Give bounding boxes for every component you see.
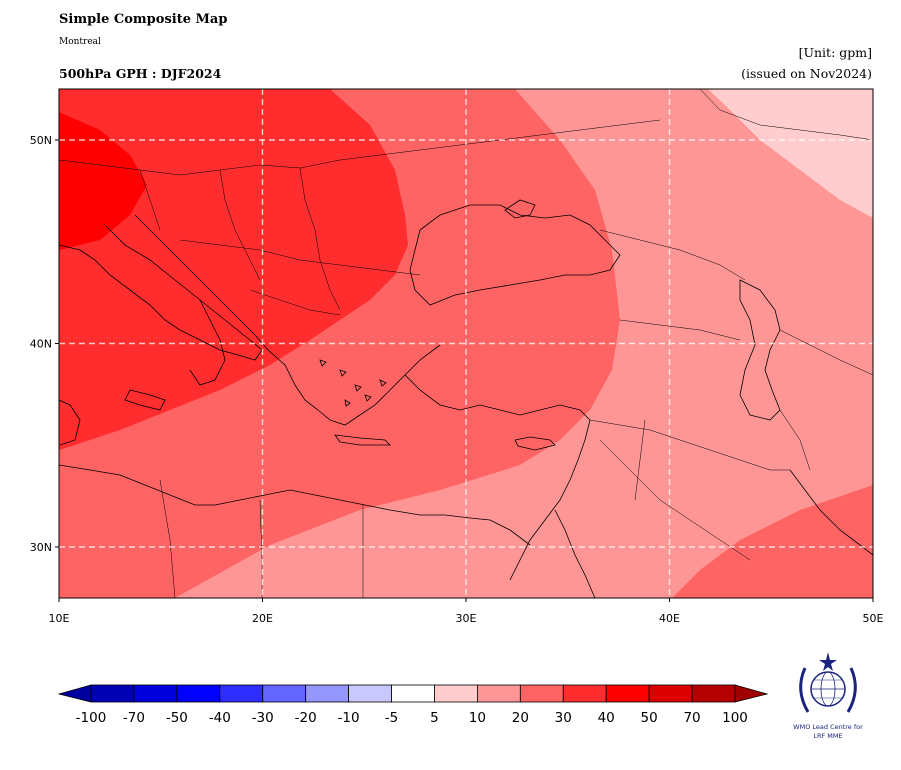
map-title: Simple Composite Map [59,12,228,27]
turkey-south [404,374,591,421]
colorbar-tick-label: 70 [683,710,700,726]
crete [334,434,391,446]
italy-heel [189,299,226,386]
sicily [124,389,166,411]
colorbar-cell [691,684,736,703]
colorbar-cell [519,684,564,703]
band-10-light-ne [708,89,873,218]
wmo-logo-line2: LRF MME [813,732,842,740]
colorbar-cell [605,684,650,703]
border-9 [619,319,741,341]
red-sea [554,509,596,598]
north-africa-coast [59,464,531,546]
border-3 [219,169,261,281]
border-8 [599,229,746,281]
border-14 [779,409,811,471]
colorbar-cell [133,684,178,703]
band-40-50 [59,112,147,250]
ytick-label-40N: 40N [30,338,52,351]
border-5 [179,239,421,276]
colorbar-cells [90,684,736,703]
band-30-40 [59,89,408,450]
aegean-islands [319,359,387,407]
colorbar-tick-label: -50 [166,710,188,726]
coastlines [59,199,873,598]
black-sea [409,204,621,306]
colorbar-tick-label: -20 [295,710,317,726]
ytick-label-50N: 50N [30,134,52,147]
colorbar-under-arrow [57,684,92,703]
xtick-label-30E: 30E [456,612,477,625]
colorbar-labels: -100 -70 -50 -40 -30 -20 -10 -5 5 10 20 30 40 50 70 100 [76,710,748,726]
gridlines [59,89,873,598]
colorbar-cell [391,684,435,703]
border-12 [634,419,646,501]
cyprus [514,436,556,451]
colorbar-cell [348,684,392,703]
colorbar-tick-label: -40 [209,710,231,726]
wmo-laurel-left [799,667,810,713]
colorbar-tick-label: -30 [252,710,274,726]
colorbar-cell [176,684,221,703]
xtick-label-40E: 40E [659,612,680,625]
map-subtitle: Montreal [59,37,101,47]
border-13 [779,329,873,376]
x-axis-ticks: 10E 20E 30E 40E 50E [49,598,884,625]
colorbar-tick-label: -5 [385,710,398,726]
border-4 [299,167,341,311]
y-axis-ticks: 30N 40N 50N [30,134,59,554]
colorbar-tick-label: -100 [76,710,107,726]
colorbar-tick-label: 40 [598,710,615,726]
colorbar-cell [262,684,307,703]
adriatic-east-coast [134,214,269,351]
greece-coast [267,344,441,426]
wmo-logo-line1: WMO Lead Centre for [793,723,863,731]
colorbar-tick-label: 20 [512,710,529,726]
border-6 [249,289,341,316]
wmo-logo: WMO Lead Centre for LRF MME [793,652,863,740]
colorbar-cell [648,684,693,703]
colorbar-cell [562,684,607,703]
wmo-laurel-right [846,667,857,713]
italy-coast [59,224,263,361]
colorbar-cell [305,684,349,703]
wmo-star [819,652,837,671]
colorbar-tick-label: 50 [641,710,658,726]
border-17 [159,479,176,598]
colorbar-cell [476,684,521,703]
caspian [739,279,781,421]
unit-label: [Unit: gpm] [798,45,872,60]
border-7 [379,119,661,156]
colorbar-tick-label: 30 [555,710,572,726]
xtick-label-50E: 50E [863,612,884,625]
colorbar-cell [219,684,264,703]
ytick-label-30N: 30N [30,541,52,554]
border-10 [589,419,790,471]
colorbar-over-arrow [734,684,769,703]
colorbar-tick-label: 10 [469,710,486,726]
colorbar-cell [434,684,478,703]
border-18 [699,89,873,141]
colorbar-tick-label: -10 [338,710,360,726]
sardinia [59,399,81,446]
border-2 [139,169,161,231]
colorbar-cell [90,684,135,703]
xtick-label-10E: 10E [49,612,70,625]
colorbar-tick-label: -70 [123,710,145,726]
border-11 [599,439,751,561]
colorbar: -100 -70 -50 -40 -30 -20 -10 -5 5 10 20 30 40 50 70 100 [57,684,769,726]
variable-label: 500hPa GPH : DJF2024 [59,66,222,81]
issued-label: (issued on Nov2024) [741,66,872,81]
crimea [504,199,536,219]
levant-coast [509,419,591,581]
xtick-label-20E: 20E [252,612,273,625]
colorbar-tick-label: 5 [430,710,439,726]
wmo-emblem-icon [799,652,857,713]
colorbar-tick-label: 100 [722,710,748,726]
